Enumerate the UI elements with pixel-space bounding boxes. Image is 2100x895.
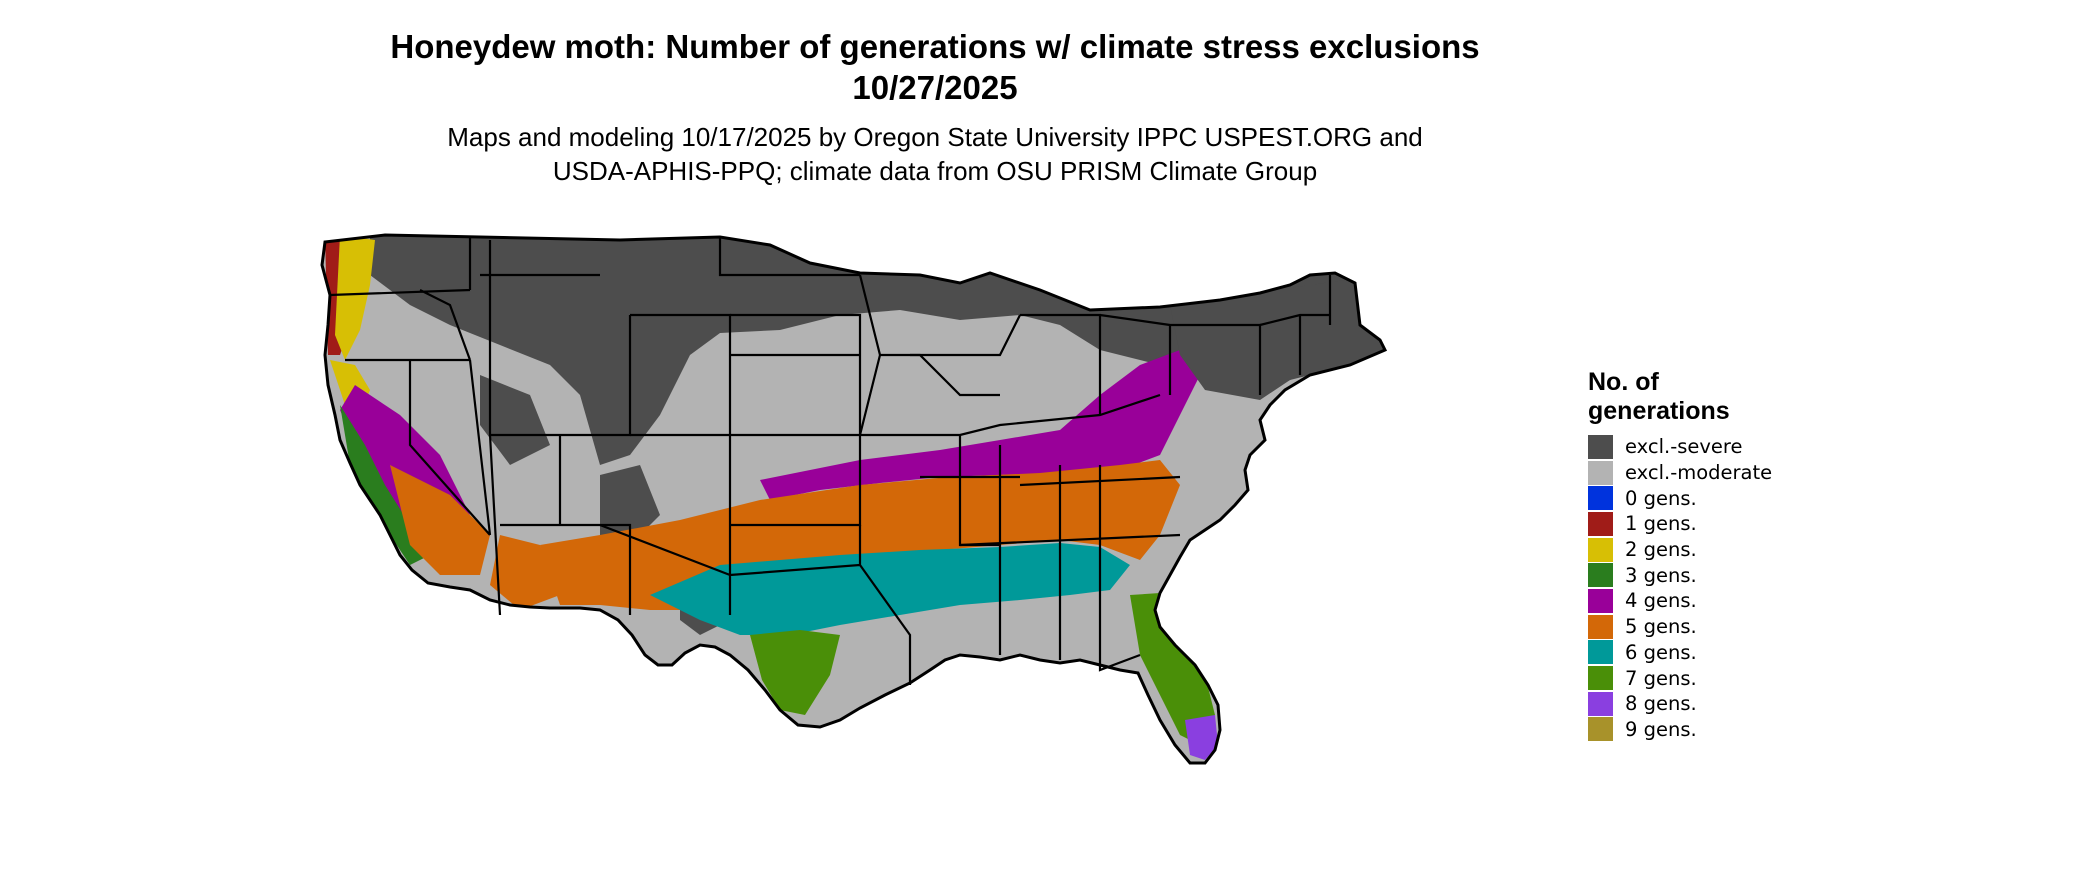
legend-label: 4 gens. <box>1625 589 1697 613</box>
legend-label: 7 gens. <box>1625 666 1697 690</box>
legend-title-line1: No. of <box>1588 368 1659 396</box>
legend-swatch <box>1588 614 1613 639</box>
legend-label: 6 gens. <box>1625 640 1697 664</box>
map-subtitle-line2: USDA-APHIS-PPQ; climate data from OSU PR… <box>552 156 1318 186</box>
map-subtitle-line1: Maps and modeling 10/17/2025 by Oregon S… <box>447 122 1423 152</box>
map-subtitle: Maps and modeling 10/17/2025 by Oregon S… <box>0 120 1870 188</box>
legend-swatch <box>1588 460 1613 485</box>
legend-swatch <box>1588 511 1613 536</box>
legend-swatch <box>1588 691 1613 716</box>
legend-label: 8 gens. <box>1625 692 1697 716</box>
legend-label: 0 gens. <box>1625 486 1697 510</box>
legend-item: 9 gens. <box>1588 717 1772 743</box>
legend-swatch <box>1588 717 1613 742</box>
legend-label: excl.-severe <box>1625 435 1743 459</box>
legend-swatch <box>1588 434 1613 459</box>
legend-title-line2: generations <box>1588 397 1730 425</box>
legend-label: 5 gens. <box>1625 615 1697 639</box>
legend-swatch <box>1588 537 1613 562</box>
legend-swatch <box>1588 563 1613 588</box>
legend-swatch <box>1588 640 1613 665</box>
legend-swatch <box>1588 486 1613 511</box>
legend: No. of generations excl.-severe excl.-mo… <box>1588 368 1772 742</box>
legend-label: 1 gens. <box>1625 512 1697 536</box>
legend-item: excl.-severe <box>1588 434 1772 460</box>
legend-item: 2 gens. <box>1588 537 1772 563</box>
legend-swatch <box>1588 666 1613 691</box>
map-title: Honeydew moth: Number of generations w/ … <box>0 26 1870 108</box>
legend-item: 5 gens. <box>1588 614 1772 640</box>
legend-item: 6 gens. <box>1588 640 1772 666</box>
legend-item: 3 gens. <box>1588 562 1772 588</box>
legend-item: 0 gens. <box>1588 485 1772 511</box>
legend-item: 8 gens. <box>1588 691 1772 717</box>
legend-swatch <box>1588 588 1613 613</box>
map-title-line1: Honeydew moth: Number of generations w/ … <box>390 28 1480 65</box>
us-generations-map <box>320 233 1388 765</box>
legend-title: No. of generations <box>1588 368 1772 426</box>
legend-label: 9 gens. <box>1625 717 1697 741</box>
legend-item: 4 gens. <box>1588 588 1772 614</box>
legend-item: excl.-moderate <box>1588 460 1772 486</box>
legend-item: 1 gens. <box>1588 511 1772 537</box>
map-title-line2: 10/27/2025 <box>852 69 1018 106</box>
legend-label: 2 gens. <box>1625 538 1697 562</box>
legend-label: 3 gens. <box>1625 563 1697 587</box>
legend-item: 7 gens. <box>1588 665 1772 691</box>
legend-label: excl.-moderate <box>1625 461 1773 485</box>
